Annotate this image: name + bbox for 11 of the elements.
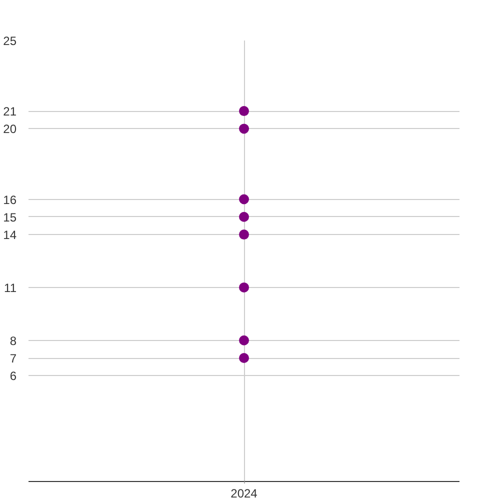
- y-tick-label: 16: [3, 192, 17, 207]
- y-tick-label: 20: [3, 122, 17, 136]
- x-tick-label: 2024: [230, 486, 258, 500]
- y-tick-label: 15: [3, 210, 17, 224]
- y-tick-label: 14: [3, 228, 17, 242]
- y-tick-label: 21: [3, 104, 17, 119]
- y-tick-label: 8: [10, 334, 17, 348]
- y-tick-label: 6: [10, 369, 17, 384]
- y-tick-label: 25: [3, 34, 17, 48]
- y-tick-label: 11: [4, 280, 17, 295]
- y-tick-label: 7: [10, 352, 17, 366]
